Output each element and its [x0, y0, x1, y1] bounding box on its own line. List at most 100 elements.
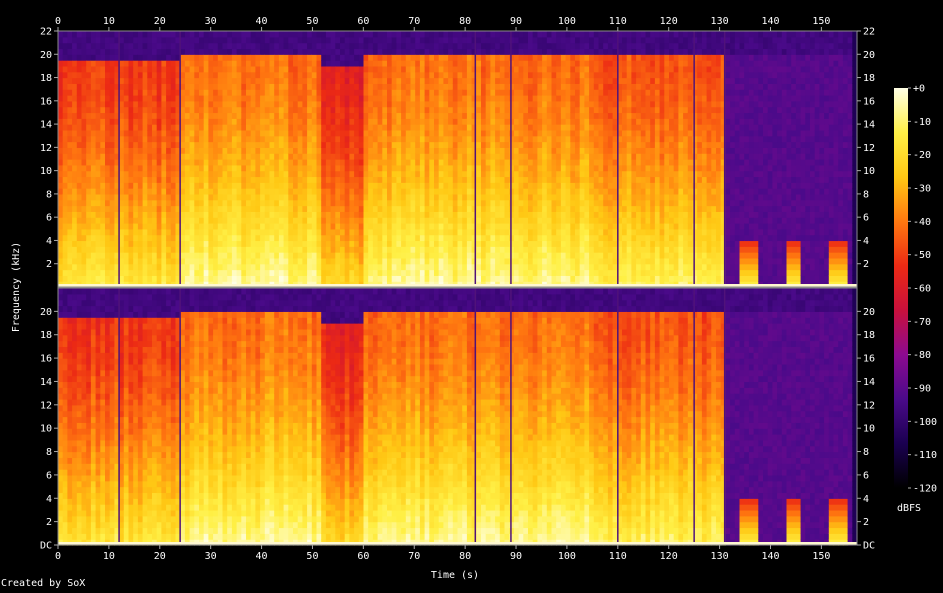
- spectrogram-cell: [401, 60, 407, 67]
- spectrogram-cell: [217, 234, 224, 242]
- spectrogram-cell: [288, 141, 294, 148]
- spectrogram-cell: [401, 240, 407, 247]
- spectrogram-cell: [363, 193, 369, 201]
- spectrogram-cell: [382, 223, 388, 230]
- spectrogram-cell: [156, 31, 162, 38]
- spectrogram-cell: [509, 118, 515, 125]
- spectrogram-cell: [584, 48, 590, 55]
- spectrogram-cell: [62, 48, 68, 55]
- spectrogram-cell: [349, 153, 355, 160]
- spectrogram-cell: [166, 89, 172, 96]
- spectrogram-cell: [490, 118, 496, 125]
- spectrogram-cell: [170, 234, 177, 242]
- spectrogram-cell: [363, 205, 369, 212]
- spectrogram-cell: [269, 188, 275, 195]
- spectrogram-cell: [283, 246, 289, 253]
- spectrogram-cell: [443, 135, 449, 143]
- spectrogram-cell: [302, 193, 308, 201]
- spectrogram-cell: [434, 234, 440, 242]
- spectrogram-cell: [391, 246, 397, 253]
- spectrogram-cell: [560, 95, 567, 102]
- spectrogram-cell: [330, 124, 336, 131]
- spectrogram-cell: [429, 31, 435, 38]
- spectrogram-cell: [556, 240, 562, 247]
- spectrogram-cell: [551, 159, 557, 166]
- spectrogram-cell: [560, 60, 567, 67]
- spectrogram-cell: [58, 211, 64, 218]
- spectrogram-cell: [391, 89, 397, 96]
- spectrogram-cell: [166, 234, 172, 242]
- spectrogram-cell: [546, 100, 553, 108]
- spectrogram-cell: [86, 118, 92, 125]
- spectrogram-cell: [513, 193, 520, 201]
- spectrogram-cell: [344, 77, 350, 84]
- spectrogram-cell: [401, 246, 407, 253]
- spectrogram-cell: [293, 153, 299, 160]
- spectrogram-cell: [76, 252, 83, 259]
- spectrogram-cell: [175, 211, 181, 218]
- spectrogram-cell: [462, 95, 468, 102]
- spectrogram-cell: [485, 223, 491, 230]
- spectrogram-cell: [137, 252, 144, 259]
- spectrogram-cell: [264, 100, 271, 108]
- spectrogram-cell: [203, 257, 209, 265]
- spectrogram-cell: [584, 83, 590, 90]
- spectrogram-cell: [528, 112, 534, 119]
- spectrogram-cell: [551, 188, 557, 195]
- spectrogram-cell: [180, 141, 186, 148]
- spectrogram-cell: [537, 240, 543, 247]
- spectrogram-cell: [340, 275, 346, 282]
- spectrogram-cell: [391, 240, 397, 247]
- spectrogram-cell: [499, 275, 506, 282]
- spectrogram-cell: [415, 100, 421, 108]
- spectrogram-cell: [476, 193, 482, 201]
- spectrogram-cell: [325, 188, 332, 195]
- spectrogram-cell: [532, 112, 538, 119]
- spectrogram-cell: [199, 223, 205, 230]
- spectrogram-cell: [481, 199, 487, 207]
- spectrogram-cell: [199, 252, 205, 259]
- spectrogram-cell: [542, 246, 548, 253]
- spectrogram-cell: [415, 263, 421, 271]
- spectrogram-cell: [499, 240, 506, 247]
- spectrogram-cell: [67, 182, 73, 189]
- spectrogram-cell: [128, 42, 134, 50]
- spectrogram-cell: [67, 205, 73, 212]
- spectrogram-cell: [513, 159, 520, 166]
- spectrogram-cell: [556, 223, 562, 230]
- spectrogram-cell: [466, 234, 473, 242]
- spectrogram-cell: [321, 211, 327, 218]
- spectrogram-cell: [372, 170, 379, 178]
- spectrogram-cell: [199, 257, 205, 265]
- spectrogram-cell: [570, 89, 576, 96]
- spectrogram-cell: [142, 211, 148, 218]
- spectrogram-cell: [208, 83, 214, 90]
- spectrogram-cell: [443, 257, 449, 265]
- spectrogram-cell: [372, 257, 379, 265]
- spectrogram-cell: [72, 95, 78, 102]
- spectrogram-cell: [246, 234, 252, 242]
- spectrogram-cell: [546, 77, 553, 84]
- spectrogram-cell: [325, 234, 332, 242]
- spectrogram-cell: [311, 129, 318, 137]
- spectrogram-cell: [575, 176, 581, 183]
- spectrogram-cell: [462, 170, 468, 178]
- spectrogram-cell: [278, 60, 285, 67]
- spectrogram-cell: [231, 223, 238, 230]
- spectrogram-cell: [321, 60, 327, 67]
- spectrogram-cell: [175, 188, 181, 195]
- spectrogram-cell: [560, 100, 567, 108]
- spectrogram-cell: [255, 60, 261, 67]
- spectrogram-cell: [316, 48, 322, 55]
- spectrogram-cell: [457, 193, 463, 201]
- spectrogram-cell: [161, 246, 167, 253]
- spectrogram-cell: [278, 129, 285, 137]
- spectrogram-cell: [147, 252, 153, 259]
- spectrogram-cell: [152, 112, 158, 119]
- spectrogram-cell: [288, 153, 294, 160]
- spectrogram-cell: [481, 77, 487, 84]
- spectrogram-cell: [86, 205, 92, 212]
- spectrogram-cell: [274, 83, 280, 90]
- spectrogram-cell: [203, 36, 209, 44]
- spectrogram-cell: [499, 164, 506, 172]
